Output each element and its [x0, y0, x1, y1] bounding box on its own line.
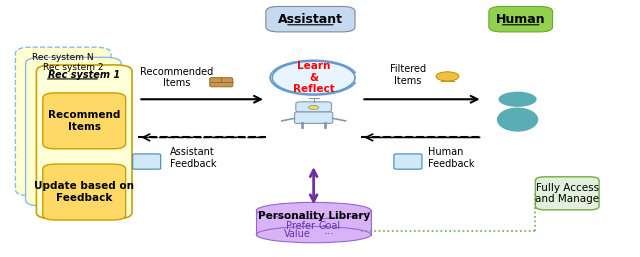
FancyBboxPatch shape	[210, 78, 233, 87]
Polygon shape	[256, 210, 371, 235]
Text: Human
Feedback: Human Feedback	[428, 147, 475, 169]
Text: Value: Value	[284, 229, 311, 239]
FancyBboxPatch shape	[489, 6, 552, 32]
Text: Goal: Goal	[319, 221, 340, 231]
Text: Recommend
Items: Recommend Items	[48, 110, 120, 132]
Text: ···: ···	[324, 229, 335, 239]
Ellipse shape	[256, 226, 371, 243]
FancyBboxPatch shape	[394, 154, 422, 169]
FancyBboxPatch shape	[132, 154, 161, 169]
FancyBboxPatch shape	[43, 93, 125, 149]
FancyBboxPatch shape	[26, 57, 121, 206]
FancyBboxPatch shape	[36, 65, 132, 219]
FancyBboxPatch shape	[294, 112, 333, 123]
Circle shape	[272, 61, 355, 94]
Text: Recommended
Items: Recommended Items	[140, 67, 213, 88]
Text: Human: Human	[496, 13, 545, 26]
Text: Rec system 1: Rec system 1	[48, 70, 120, 80]
Text: Rec system 2: Rec system 2	[43, 63, 104, 72]
Text: Assistant: Assistant	[278, 13, 343, 26]
Circle shape	[499, 92, 537, 107]
Circle shape	[436, 72, 459, 81]
Text: Update based on
Feedback: Update based on Feedback	[34, 181, 134, 203]
FancyBboxPatch shape	[296, 102, 332, 112]
FancyBboxPatch shape	[15, 47, 111, 196]
Text: Personality Library: Personality Library	[257, 211, 370, 221]
Ellipse shape	[256, 202, 371, 219]
Text: Rec system N: Rec system N	[33, 53, 94, 62]
Ellipse shape	[497, 107, 538, 132]
FancyBboxPatch shape	[266, 6, 355, 32]
Text: Fully Access
and Manage: Fully Access and Manage	[535, 182, 599, 204]
Text: Assistant
Feedback: Assistant Feedback	[170, 147, 217, 169]
Text: Learn
&
Reflect: Learn & Reflect	[292, 61, 335, 94]
Text: Prefer: Prefer	[286, 221, 316, 231]
FancyBboxPatch shape	[536, 177, 599, 210]
FancyBboxPatch shape	[43, 164, 125, 220]
Text: Filtered
Items: Filtered Items	[390, 64, 426, 86]
Circle shape	[308, 105, 319, 109]
